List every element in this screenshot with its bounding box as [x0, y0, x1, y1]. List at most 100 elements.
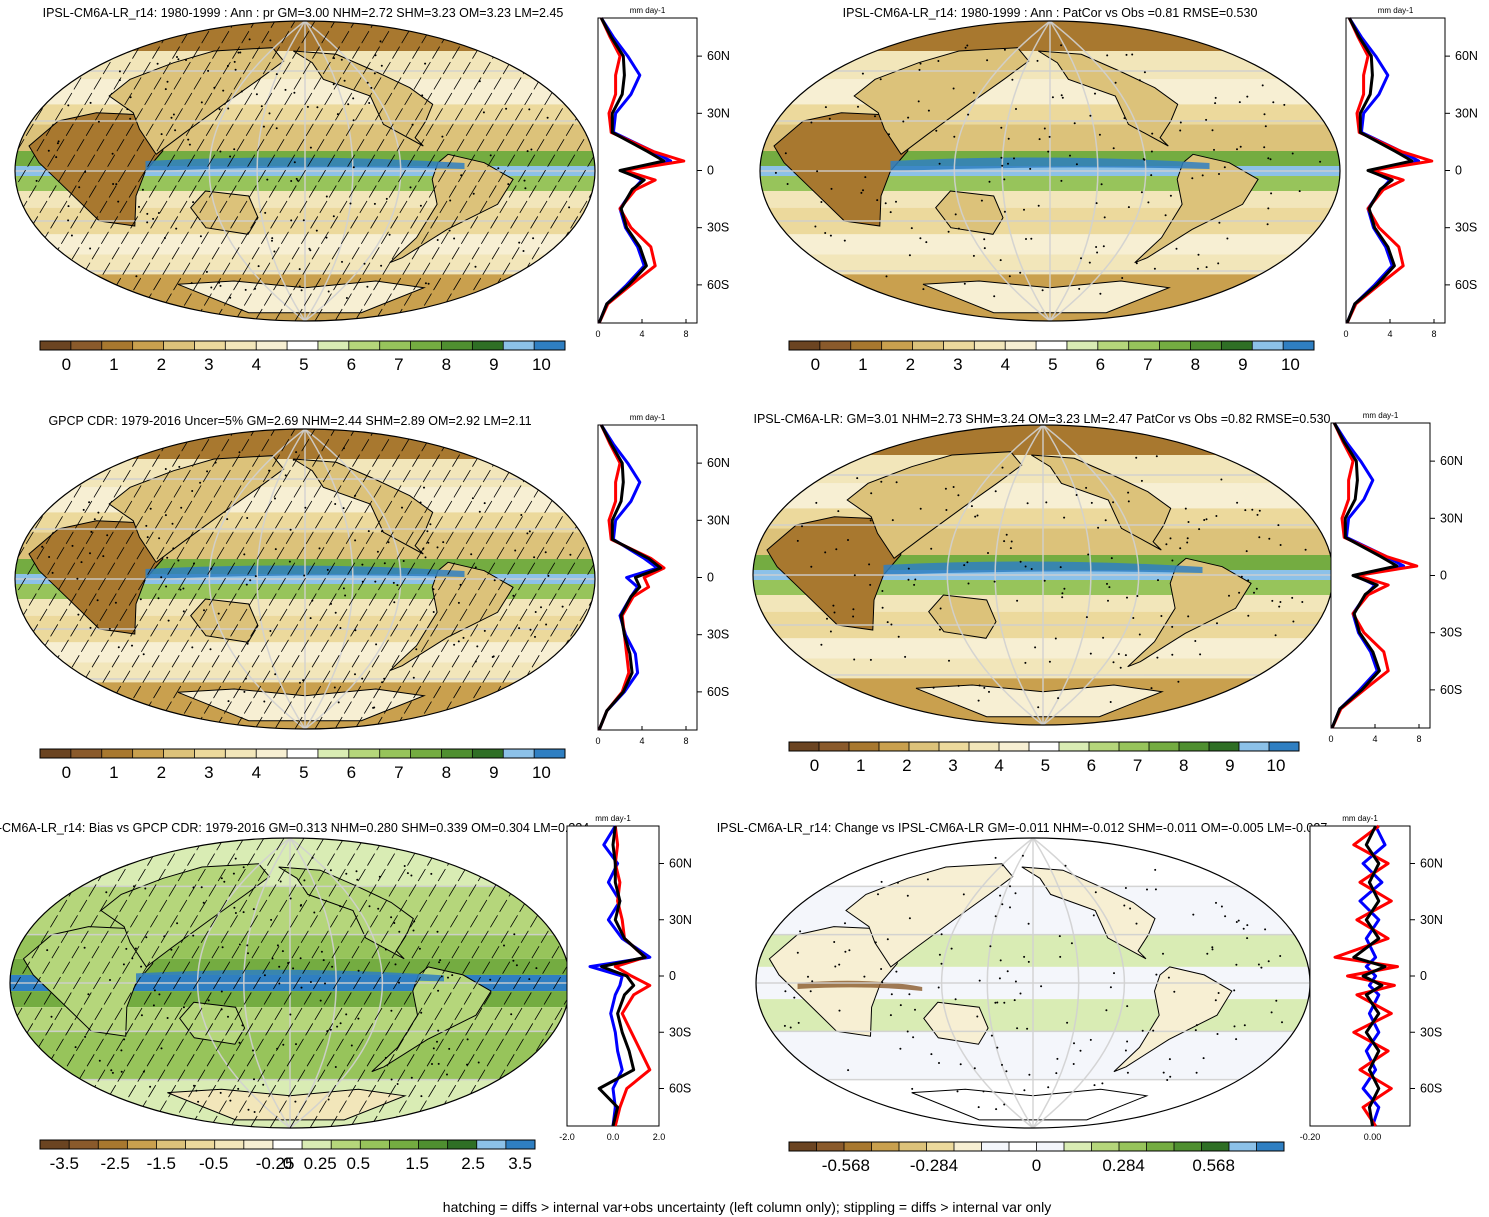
- hatch-line: [174, 21, 356, 321]
- zonal-frame: [1309, 825, 1411, 1127]
- stipple-dot: [1279, 955, 1282, 957]
- colorbar-swatch: [879, 742, 910, 751]
- stipple-dot: [309, 249, 312, 252]
- stipple-dot: [489, 978, 492, 981]
- stipple-dot: [1255, 587, 1258, 590]
- stipple-dot: [97, 511, 100, 514]
- stipple-dot: [1127, 491, 1130, 494]
- stipple-dot: [1242, 927, 1245, 930]
- stipple-dot: [1127, 500, 1130, 503]
- stipple-dot: [957, 227, 960, 230]
- stipple-dot: [466, 1038, 469, 1041]
- stipple-dot: [293, 91, 296, 94]
- stipple-dot: [270, 918, 273, 921]
- stipple-dot: [532, 237, 535, 240]
- colorbar-swatch: [1059, 742, 1090, 751]
- stipple-dot: [1001, 1063, 1003, 1066]
- colorbar-swatch: [1269, 742, 1300, 751]
- stipple-dot: [1270, 192, 1273, 195]
- colorbar-tick-label: 0: [810, 756, 819, 775]
- stipple-dot: [540, 606, 542, 609]
- stipple-dot: [786, 183, 789, 185]
- stipple-dot: [809, 990, 812, 993]
- stipple-dot: [112, 183, 115, 185]
- stipple-dot: [357, 969, 360, 972]
- zonal-unit: mm day-1: [1342, 814, 1378, 823]
- grid-meridian: [1001, 21, 1051, 321]
- stipple-dot: [837, 510, 840, 513]
- stipple-dot: [1187, 615, 1190, 618]
- stipple-dot: [193, 562, 195, 565]
- stipple-dot: [1256, 513, 1259, 516]
- stipple-dot: [311, 856, 314, 859]
- stipple-dot: [1243, 1024, 1246, 1027]
- stipple-dot: [219, 1091, 222, 1094]
- stipple-dot: [978, 684, 981, 687]
- stipple-dot: [474, 660, 477, 663]
- zonal-mean-1: 60N 30N 0 30S 60S 0 4 8 mm day-1: [595, 6, 729, 339]
- stipple-dot: [1110, 557, 1113, 560]
- colorbar-tick-label: 6: [347, 763, 356, 782]
- grid-meridian: [208, 429, 306, 729]
- hatch-line: [109, 838, 285, 1128]
- stipple-dot: [852, 615, 855, 618]
- colorbar-tick-label: 5: [1048, 355, 1057, 374]
- colorbar-swatch: [909, 742, 940, 751]
- colorbar-tick-label: 0: [1032, 1156, 1041, 1175]
- stipple-dot: [932, 686, 935, 689]
- stipple-dot: [84, 1035, 87, 1038]
- stipple-dot: [515, 964, 518, 967]
- stipple-dot: [1279, 601, 1282, 603]
- stipple-dot: [833, 611, 836, 614]
- stipple-dot: [994, 915, 997, 918]
- colorbar-swatch: [331, 1140, 361, 1149]
- stipple-dot: [829, 234, 832, 237]
- zonal-ytick-label: 60S: [707, 278, 729, 292]
- stipple-dot: [1146, 888, 1148, 891]
- colorbar-swatch: [389, 1140, 419, 1149]
- colorbar-4: 0 1 2 3 4 5 6 7 8 9 10: [788, 741, 1300, 775]
- stipple-dot: [925, 241, 928, 244]
- zonal-line-red: [1333, 824, 1399, 1127]
- hatch-line: [15, 21, 16, 321]
- stipple-dot: [350, 1044, 353, 1047]
- stipple-dot: [296, 179, 299, 182]
- stipple-dot: [290, 180, 293, 182]
- continent-south-america: [389, 561, 514, 672]
- stipple-dot: [957, 494, 960, 497]
- stipple-dot: [1106, 582, 1108, 585]
- stipple-dot: [102, 555, 105, 558]
- stipple-dot: [140, 965, 143, 968]
- stipple-dot: [347, 103, 350, 106]
- stipple-dot: [336, 113, 339, 116]
- stipple-dot: [167, 619, 170, 622]
- stipple-dot: [957, 684, 960, 687]
- stipple-dot: [895, 970, 898, 973]
- stipple-dot: [1261, 84, 1264, 87]
- colorbar-swatch: [503, 341, 535, 350]
- stipple-dot: [1258, 536, 1261, 539]
- stipple-dot: [1224, 915, 1227, 918]
- stipple-dot: [384, 1056, 387, 1059]
- colorbar-1: 0 1 2 3 4 5 6 7 8 9 10: [39, 340, 566, 374]
- stipple-dot: [352, 119, 355, 122]
- stipple-dot: [329, 869, 332, 872]
- stipple-dot: [111, 1071, 114, 1074]
- stipple-dot: [220, 1008, 223, 1011]
- continent-eurasia: [845, 863, 1014, 968]
- stipple-dot: [1027, 922, 1030, 925]
- colorbar-swatch: [789, 742, 820, 751]
- stipple-dot: [1164, 214, 1167, 217]
- stipple-dot: [897, 635, 900, 638]
- stipple-dot: [244, 288, 247, 291]
- stipple-dot: [233, 148, 236, 151]
- stipple-dot: [300, 986, 303, 989]
- stipple-dot: [1112, 147, 1115, 150]
- stipple-dot: [163, 237, 166, 239]
- stipple-dot: [254, 575, 257, 578]
- stipple-dot: [368, 102, 371, 104]
- stipple-dot: [1135, 922, 1138, 925]
- stipple-dot: [1179, 547, 1182, 550]
- stipple-dot: [289, 1013, 292, 1016]
- colorbar-swatch: [272, 1140, 303, 1149]
